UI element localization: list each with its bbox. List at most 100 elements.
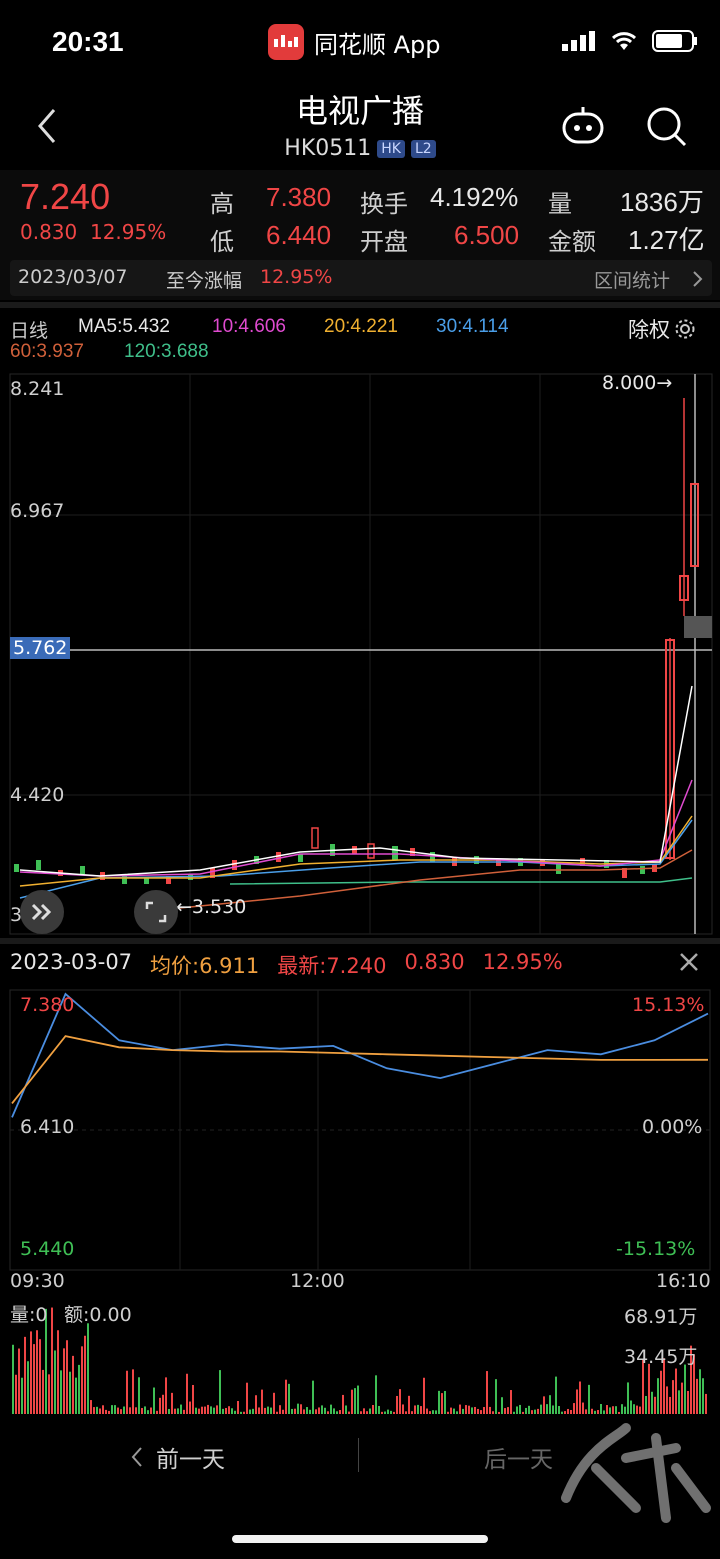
volume-bar	[330, 1404, 332, 1414]
volume-bar	[537, 1408, 539, 1414]
volume-bar	[291, 1408, 293, 1414]
volume-bar	[42, 1369, 44, 1414]
back-button[interactable]	[30, 104, 66, 148]
volume-bar	[609, 1407, 611, 1414]
volume-bar	[624, 1406, 626, 1414]
volume-bar	[255, 1395, 257, 1414]
volume-bar	[675, 1368, 677, 1414]
intraday-chart[interactable]: 7.380 6.410 5.440 15.13% 0.00% -15.13%	[0, 986, 720, 1272]
volume-bar	[465, 1405, 467, 1414]
volume-bar	[318, 1407, 320, 1414]
prev-day-button[interactable]: 前一天	[130, 1440, 225, 1474]
volume-bar	[60, 1370, 62, 1414]
fast-forward-button[interactable]	[20, 890, 64, 934]
volume-bar	[558, 1406, 560, 1414]
period-label[interactable]: 日线	[10, 321, 49, 342]
turnover-value: 4.192%	[430, 182, 519, 212]
volume-bar	[324, 1407, 326, 1414]
volume-bar	[351, 1389, 353, 1414]
time-mid: 12:00	[290, 1270, 345, 1292]
volume-bar	[135, 1407, 137, 1414]
volume-chart: 量:0 额:0.00 68.91万 34.45万	[0, 1296, 720, 1416]
volume-bar	[183, 1409, 185, 1414]
volume-bar	[606, 1405, 608, 1414]
volume-bar	[216, 1405, 218, 1414]
volume-bar	[192, 1384, 194, 1414]
intraday-pct-bottom: -15.13%	[616, 1238, 696, 1260]
price-change: 0.830 12.95%	[20, 220, 166, 244]
volume-bar	[471, 1407, 473, 1414]
gear-icon	[675, 319, 695, 339]
volume-bar	[501, 1397, 503, 1414]
volume-bar	[231, 1408, 233, 1414]
volume-bar	[270, 1407, 272, 1414]
y-label-4: 4.420	[10, 784, 65, 806]
volume-bar	[600, 1404, 602, 1414]
ma120-line	[229, 877, 693, 885]
amount-value: 1.27亿	[628, 225, 705, 255]
volume-bar	[477, 1408, 479, 1414]
volume-bar	[279, 1405, 281, 1414]
status-bar: 20:31 同花顺 App	[0, 0, 720, 90]
volume-bar	[210, 1406, 212, 1414]
app-name: 同花顺 App	[314, 30, 441, 59]
volume-bar	[339, 1410, 341, 1414]
volume-bar	[393, 1411, 395, 1414]
divider	[0, 938, 720, 944]
volume-bar	[156, 1410, 158, 1414]
volume-bar	[543, 1396, 545, 1414]
intraday-header: 2023-03-07 均价:6.911 最新:7.240 0.830 12.95…	[10, 950, 563, 980]
search-button[interactable]	[644, 104, 688, 148]
assistant-button[interactable]	[560, 104, 606, 148]
volume-bar	[81, 1346, 83, 1414]
ma120-value: 120:3.688	[124, 341, 209, 362]
volume-bar	[204, 1406, 206, 1414]
volume-bar	[240, 1411, 242, 1414]
volume-bar	[522, 1411, 524, 1414]
volume-svg	[12, 1307, 707, 1414]
volume-bar	[150, 1407, 152, 1414]
volume-bar	[531, 1410, 533, 1414]
kline-chart[interactable]: 8.241 6.967 5.762 4.420 3.5 8.000→ ←3.53…	[0, 370, 720, 936]
fullscreen-button[interactable]	[134, 890, 178, 934]
volume-bar	[96, 1406, 98, 1414]
volume-bar	[492, 1411, 494, 1414]
volume-bar	[594, 1410, 596, 1414]
watermark-logo	[556, 1408, 716, 1528]
volume-bar	[51, 1307, 53, 1414]
next-day-button[interactable]: 后一天	[484, 1440, 553, 1474]
intraday-avg: 均价:6.911	[150, 954, 260, 978]
volume-bar	[189, 1401, 191, 1414]
volume-bar	[588, 1384, 590, 1414]
close-intraday-button[interactable]	[674, 950, 704, 980]
volume-bar	[663, 1358, 665, 1414]
bottom-nav: 前一天 后一天	[0, 1420, 720, 1492]
volume-bar	[486, 1371, 488, 1414]
volume-bar	[534, 1409, 536, 1414]
volume-value: 1836万	[620, 187, 704, 217]
return-to-app[interactable]: 同花顺 App	[268, 24, 441, 60]
volume-bar	[252, 1408, 254, 1414]
volume-bar	[126, 1370, 128, 1414]
volume-bar	[357, 1385, 359, 1414]
volume-bar	[510, 1390, 512, 1414]
intraday-date: 2023-03-07	[10, 950, 133, 974]
volume-bar	[438, 1390, 440, 1414]
volume-bar	[366, 1411, 368, 1414]
range-bar[interactable]: 2023/03/07 至今涨幅 12.95% 区间统计	[10, 260, 712, 296]
chevron-right-icon	[693, 271, 703, 287]
volume-bar	[441, 1393, 443, 1414]
y-label-top: 8.241	[10, 378, 65, 400]
volume-bar	[153, 1387, 155, 1414]
volume-bar	[591, 1408, 593, 1414]
ma30-value: 30:4.114	[436, 316, 509, 337]
robot-icon	[562, 107, 604, 144]
volume-bar	[648, 1363, 650, 1414]
volume-bar	[519, 1404, 521, 1414]
range-stats-link[interactable]: 区间统计	[594, 270, 671, 292]
max-price-mark: 8.000→	[602, 372, 673, 394]
battery-icon	[652, 30, 697, 52]
adjust-button[interactable]: 除权	[628, 314, 696, 344]
time-start: 09:30	[10, 1270, 65, 1292]
volume-bar	[36, 1330, 38, 1414]
